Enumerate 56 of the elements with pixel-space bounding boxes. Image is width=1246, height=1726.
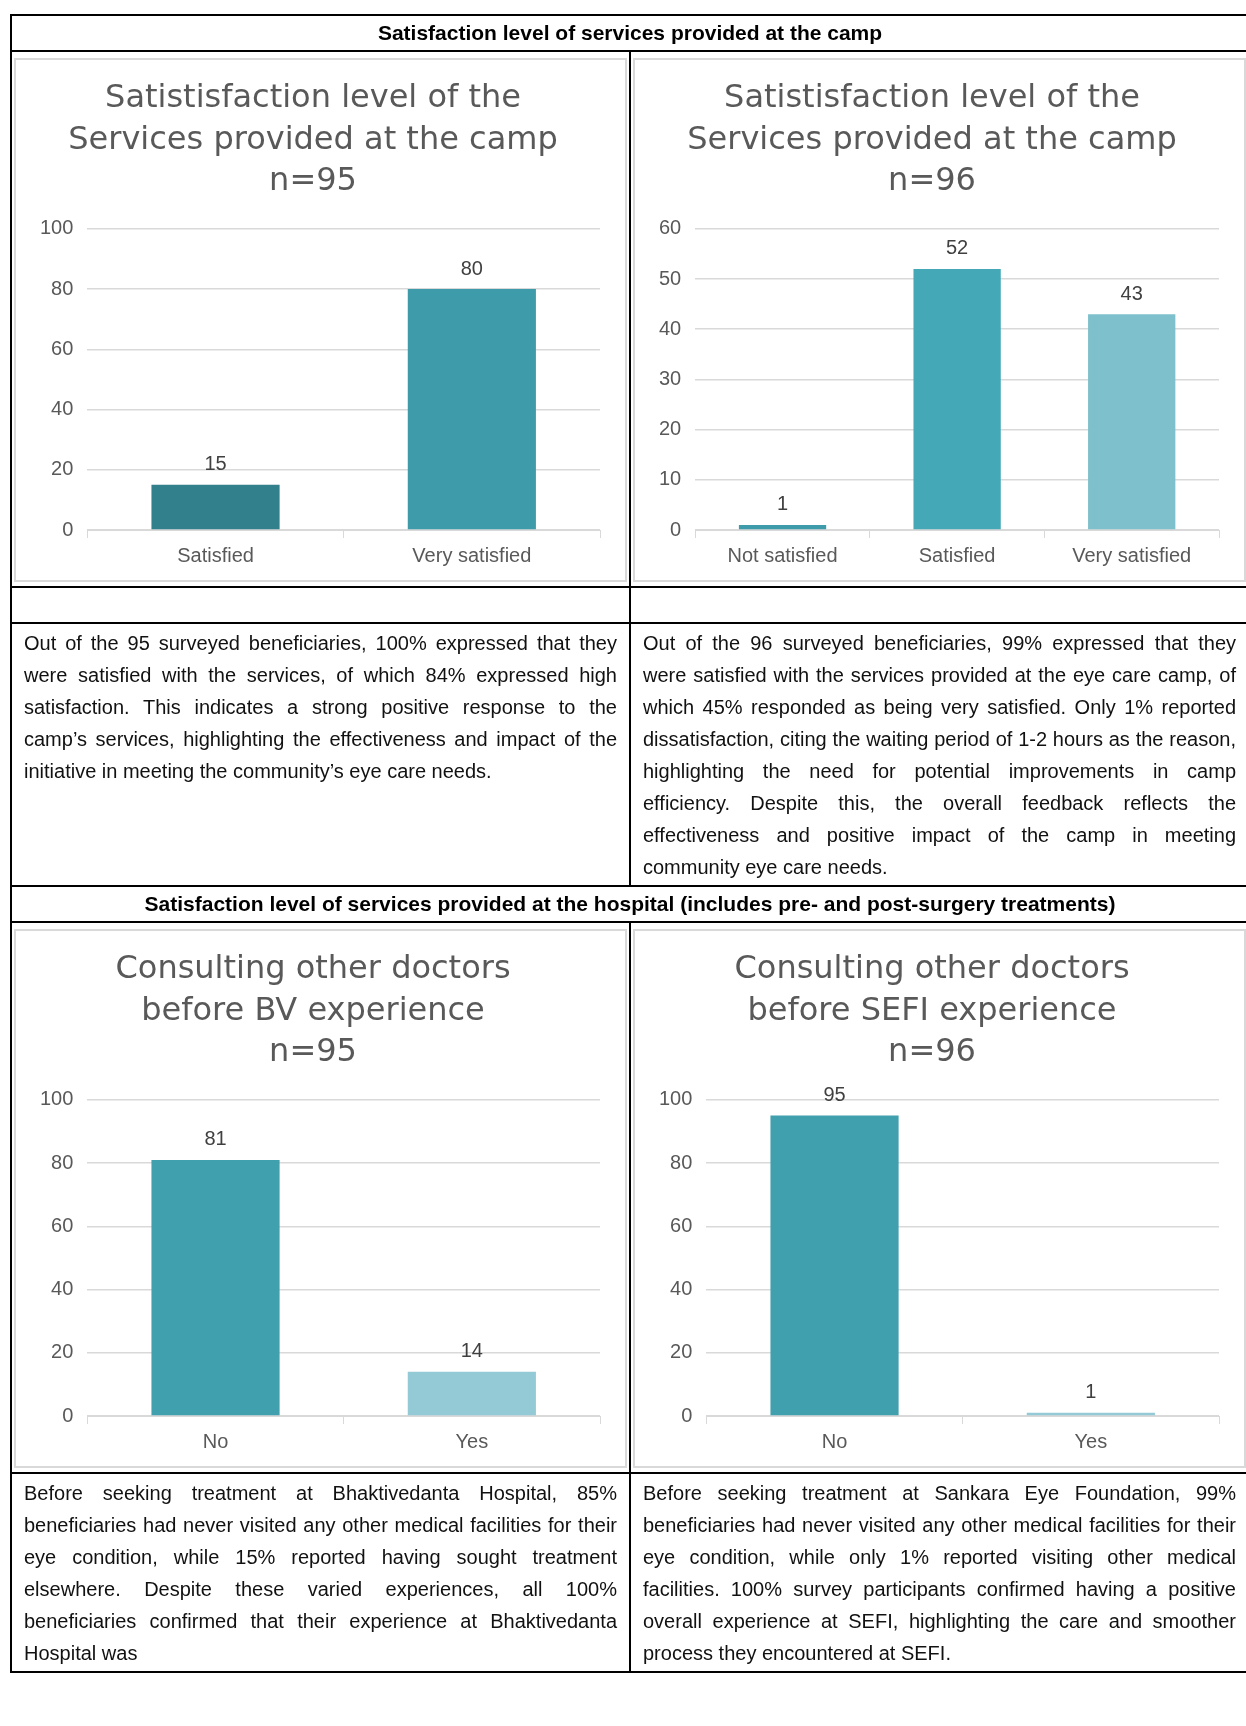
y-tick-label: 40 xyxy=(670,1277,693,1300)
x-tick-label: Satisfied xyxy=(918,543,996,566)
y-tick-label: 60 xyxy=(659,216,682,239)
data-label: 43 xyxy=(1120,281,1143,304)
y-tick-label: 60 xyxy=(670,1213,693,1236)
bar xyxy=(738,524,827,530)
x-tick-label: Very satisfied xyxy=(1072,543,1192,566)
y-tick-label: 40 xyxy=(51,1277,74,1300)
y-tick-label: 80 xyxy=(670,1150,693,1173)
chart-subtitle: Satisfaction level of services provided at the camp xyxy=(11,15,1246,51)
chart-title: Consulting other doctors before BV experience n=95 xyxy=(115,948,511,1070)
x-tick-label: Yes xyxy=(455,1429,489,1452)
y-tick-label: 0 xyxy=(62,517,74,540)
chart-title: Satistisfaction level of the Services provided at the camp n=95 xyxy=(68,77,558,199)
bar xyxy=(913,268,1001,530)
y-tick-label: 100 xyxy=(39,216,74,239)
y-tick-label: 0 xyxy=(670,517,682,540)
y-tick-label: 40 xyxy=(51,397,74,420)
x-tick-label: No xyxy=(202,1429,229,1452)
data-label: 14 xyxy=(460,1339,483,1362)
x-tick-label: Satisfied xyxy=(177,543,254,566)
y-tick-label: 60 xyxy=(51,336,74,359)
x-tick-label: Not satisfied xyxy=(727,543,838,566)
text: Before seeking treatment at Bhaktivedanta Hospital, 85% beneficiaries had never visited any other medical facilities for their eye condition, while 15% reported having sought treatment elsewhere. Despite these varied experiences, all 100% beneficiaries confirmed that their experience at Bhaktivedanta Hospital was xyxy=(11,1473,630,1672)
data-label: 81 xyxy=(204,1127,227,1150)
data-label: 1 xyxy=(1085,1380,1097,1403)
x-tick-label: Yes xyxy=(1074,1429,1108,1452)
chart-title: Satistisfaction level of the Services provided at the camp n=96 xyxy=(687,77,1177,199)
data-label: 1 xyxy=(776,492,789,515)
x-tick-label: No xyxy=(821,1429,848,1452)
y-tick-label: 60 xyxy=(51,1213,74,1236)
text: Out of the 96 surveyed beneficiaries, 99% expressed that they were satisfied with the services provided at the eye care camp, of which 45% responded as being very satisfied. Only 1% reported dissatisfaction, citing the waiting period of 1-2 hours as the reason, highlighting the need for potential improvements in camp efficiency. Despite this, the overall feedback reflects the effectiveness and positive impact of the camp in meeting community eye care needs. xyxy=(630,623,1246,886)
y-tick-label: 50 xyxy=(659,266,682,289)
text: Before seeking treatment at Sankara Eye Foundation, 99% beneficiaries had never visited any other medical facilities for their eye condition, while only 1% reported visiting other medical facilities. 100% survey participants confirmed having a positive overall experience at SEFI, highlighting the care and smoother process they encountered at SEFI. xyxy=(630,1473,1246,1672)
data-label: 95 xyxy=(823,1083,846,1106)
y-tick-label: 20 xyxy=(659,417,682,440)
y-tick-label: 40 xyxy=(659,316,682,339)
y-tick-label: 20 xyxy=(51,1340,74,1363)
y-tick-label: 100 xyxy=(658,1087,693,1110)
data-label: 80 xyxy=(460,256,483,279)
y-tick-label: 0 xyxy=(681,1403,693,1426)
data-label: 15 xyxy=(204,452,227,475)
y-tick-label: 100 xyxy=(39,1087,74,1110)
y-tick-label: 0 xyxy=(62,1403,74,1426)
y-tick-label: 10 xyxy=(659,467,682,490)
bar xyxy=(1088,314,1176,530)
text: Out of the 95 surveyed beneficiaries, 100% expressed that they were satisfied with the services, of which 84% expressed high satisfaction. This indicates a strong positive response to the camp’s services, highlighting the effectiveness and impact of the initiative in meeting the community’s eye care needs. xyxy=(11,623,630,886)
y-tick-label: 30 xyxy=(659,366,682,389)
x-tick-label: Very satisfied xyxy=(412,543,532,566)
y-tick-label: 20 xyxy=(51,457,74,480)
y-tick-label: 80 xyxy=(51,1150,74,1173)
chart-title: Consulting other doctors before SEFI experience n=96 xyxy=(734,948,1130,1070)
chart-subtitle: Satisfaction level of services provided at the hospital (includes pre- and post-surgery treatments) xyxy=(11,886,1246,922)
data-label: 52 xyxy=(946,236,969,259)
y-tick-label: 80 xyxy=(51,276,74,299)
y-tick-label: 20 xyxy=(670,1340,693,1363)
